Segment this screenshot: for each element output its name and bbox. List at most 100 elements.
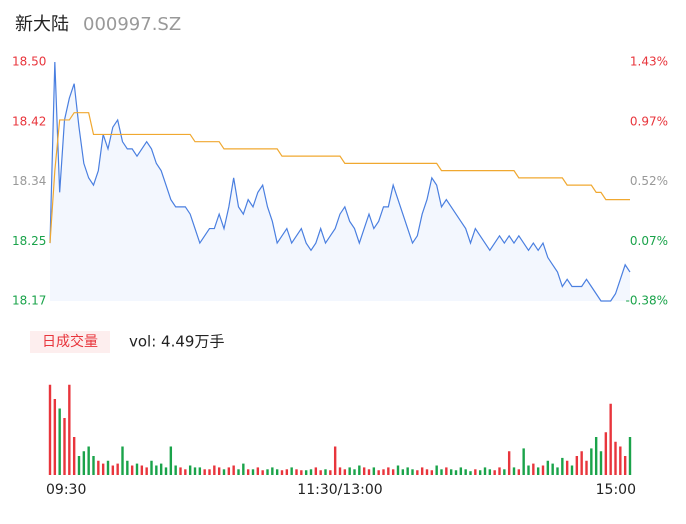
volume-bar: [454, 470, 458, 475]
volume-bar: [319, 470, 322, 475]
volume-bar: [324, 469, 327, 475]
volume-bar: [242, 463, 245, 475]
volume-bar: [416, 470, 419, 475]
volume-bar: [488, 469, 492, 475]
price-area: [50, 62, 630, 301]
volume-bar: [425, 469, 429, 475]
volume-bar: [623, 456, 627, 475]
y2-tick-label: -0.38%: [626, 294, 668, 308]
volume-bar: [48, 384, 52, 475]
volume-bar: [271, 467, 274, 475]
volume-bar: [353, 469, 356, 475]
volume-bar: [367, 469, 371, 475]
volume-bar: [237, 469, 240, 475]
volume-bar: [474, 469, 477, 475]
volume-bar: [570, 465, 574, 475]
volume-bar: [430, 470, 434, 475]
volume-bar: [116, 463, 119, 475]
volume-bar: [135, 463, 139, 475]
volume-bar: [68, 384, 71, 475]
volume-bar: [411, 469, 414, 475]
volume-label: 日成交量: [42, 333, 98, 350]
volume-bar: [517, 469, 521, 475]
volume-bar: [590, 448, 593, 475]
volume-bar: [106, 460, 110, 475]
volume-bar: [193, 467, 197, 475]
volume-bar: [304, 470, 308, 475]
volume-bar: [63, 418, 66, 475]
volume-bar: [87, 446, 90, 475]
volume-bar: [348, 467, 351, 475]
volume-bar: [449, 469, 453, 475]
y-tick-label: 18.34: [12, 174, 46, 188]
volume-bar: [130, 465, 134, 475]
volume-bar: [329, 470, 332, 475]
volume-bar: [619, 446, 622, 475]
volume-bar: [275, 469, 279, 475]
volume-bar: [343, 469, 347, 475]
volume-bar: [396, 465, 400, 475]
y-tick-label: 18.25: [12, 234, 46, 248]
stock-name: 新大陆: [15, 14, 69, 35]
volume-bar: [565, 460, 569, 475]
volume-bar: [599, 451, 603, 475]
volume-bar: [251, 469, 255, 475]
volume-bar: [295, 469, 298, 475]
volume-total: vol: 4.49万手: [129, 333, 224, 351]
volume-bar: [222, 469, 226, 475]
volume-bar: [72, 437, 76, 475]
volume-bar: [300, 470, 303, 475]
volume-bar: [498, 467, 501, 475]
volume-bar: [338, 467, 342, 475]
volume-bar: [266, 469, 269, 475]
volume-bar: [387, 467, 390, 475]
y2-tick-label: 0.52%: [630, 174, 668, 188]
volume-bar: [111, 465, 115, 475]
volume-bar: [541, 465, 545, 475]
volume-bar: [377, 470, 380, 475]
volume-bar: [58, 408, 61, 475]
volume-bar: [391, 469, 395, 475]
y-tick-label: 18.50: [12, 55, 46, 69]
y-tick-label: 18.42: [12, 114, 46, 128]
volume-bar: [256, 467, 260, 475]
volume-bar: [522, 448, 525, 475]
volume-bar: [575, 456, 579, 475]
volume-bar: [179, 467, 182, 475]
volume-bar: [145, 467, 148, 475]
volume-bar: [459, 467, 463, 475]
volume-bar: [609, 403, 612, 475]
volume-bar: [546, 460, 550, 475]
stock-code: 000997.SZ: [83, 14, 181, 35]
volume-bar: [401, 469, 405, 475]
volume-bar: [208, 469, 211, 475]
volume-bar: [140, 465, 144, 475]
volume-bar: [232, 465, 235, 475]
y2-tick-label: 0.07%: [630, 234, 668, 248]
volume-bar: [580, 451, 583, 475]
volume-bar: [97, 460, 100, 475]
price-line: [49, 61, 631, 302]
volume-bar: [358, 465, 361, 475]
volume-bar: [478, 470, 482, 475]
volume-bar: [169, 446, 173, 475]
volume-bar: [261, 470, 264, 475]
volume-bar: [101, 463, 105, 475]
volume-bar: [551, 463, 554, 475]
volume-bar: [556, 467, 559, 475]
volume-bar: [493, 470, 496, 475]
y2-tick-label: 0.97%: [630, 114, 668, 128]
x-tick-label: 11:30/13:00: [297, 482, 382, 498]
volume-bar: [445, 467, 448, 475]
x-tick-label: 09:30: [46, 482, 86, 498]
volume-bar: [198, 467, 202, 475]
volume-bar: [435, 465, 438, 475]
volume-bar: [126, 460, 129, 475]
volume-bar: [155, 465, 158, 475]
volume-bar: [507, 451, 511, 475]
volume-bar: [536, 467, 540, 475]
volume-bar: [532, 463, 535, 475]
volume-bar: [150, 460, 153, 475]
volume-bar: [561, 457, 564, 475]
volume-bar: [503, 469, 506, 475]
